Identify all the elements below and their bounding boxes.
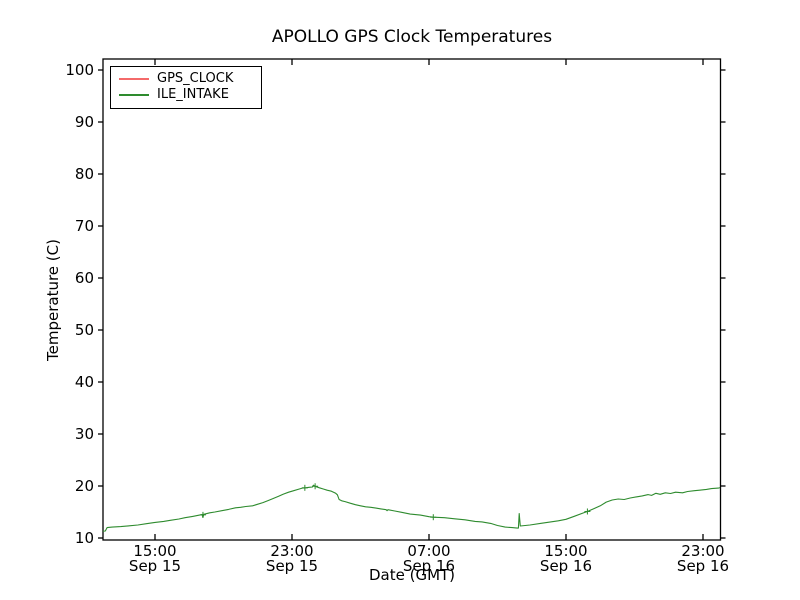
legend-item-gps-clock: GPS_CLOCK	[119, 71, 253, 87]
y-tick-label: 90	[75, 113, 94, 131]
legend-label-ile-intake: ILE_INTAKE	[157, 87, 229, 102]
x-tick-label-date: Sep 16	[677, 557, 729, 575]
x-tick-label-time: 07:00	[407, 542, 450, 560]
series-line-ile_intake	[102, 484, 721, 532]
x-tick-label-date: Sep 16	[403, 557, 455, 575]
x-tick-label-date: Sep 15	[129, 557, 181, 575]
y-tick-label: 30	[75, 425, 94, 443]
legend: GPS_CLOCK ILE_INTAKE	[110, 66, 262, 109]
x-tick-label-time: 15:00	[544, 542, 587, 560]
chart-title: APOLLO GPS Clock Temperatures	[271, 27, 553, 47]
y-tick-label: 50	[75, 321, 94, 339]
y-axis-label: Temperature (C)	[44, 239, 62, 361]
x-tick-label-time: 15:00	[133, 542, 176, 560]
legend-label-gps-clock: GPS_CLOCK	[157, 71, 234, 86]
y-tick-label: 40	[75, 373, 94, 391]
y-tick-label: 70	[75, 217, 94, 235]
y-tick-label: 20	[75, 477, 94, 495]
x-tick-label-date: Sep 16	[540, 557, 592, 575]
x-axis-label: Date (GMT)	[368, 566, 456, 584]
y-tick-label: 10	[75, 529, 94, 547]
axes-frame	[102, 58, 722, 541]
gps-clock-line-sample	[119, 78, 149, 80]
x-tick-label-time: 23:00	[270, 542, 313, 560]
y-tick-label: 60	[75, 269, 94, 287]
y-tick-label: 80	[75, 165, 94, 183]
y-tick-label: 100	[65, 61, 94, 79]
x-tick-label-date: Sep 15	[266, 557, 318, 575]
legend-item-ile-intake: ILE_INTAKE	[119, 87, 253, 103]
x-tick-label-time: 23:00	[681, 542, 724, 560]
ile-intake-line-sample	[119, 94, 149, 96]
